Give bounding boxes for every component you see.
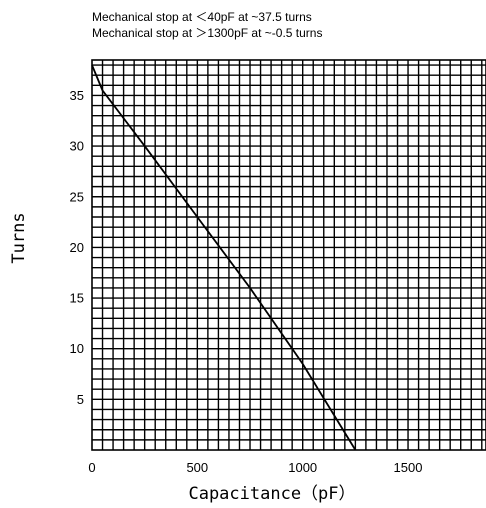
x-tick-label: 0	[88, 460, 95, 475]
x-tick-labels: 0 500 1000 1500	[88, 460, 422, 475]
y-tick-label: 30	[70, 139, 84, 154]
y-tick-label: 35	[70, 88, 84, 103]
y-tick-labels: 5 10 15 20 25 30 35	[70, 88, 84, 407]
plot-grid	[92, 60, 486, 450]
turns-curve	[91, 64, 357, 451]
y-tick-label: 5	[77, 392, 84, 407]
y-tick-label: 15	[70, 291, 84, 306]
x-tick-label: 500	[186, 460, 208, 475]
x-axis-title: Capacitance（pF）	[188, 484, 355, 504]
x-tick-label: 1000	[288, 460, 317, 475]
y-axis-title: Turns	[9, 212, 29, 263]
y-tick-label: 10	[70, 341, 84, 356]
y-tick-label: 20	[70, 240, 84, 255]
x-tick-label: 1500	[394, 460, 423, 475]
annotation-lower-stop: Mechanical stop at ＜40pF at ~37.5 turns	[92, 10, 312, 24]
plot-frame	[91, 59, 486, 451]
annotation-upper-stop: Mechanical stop at ＞1300pF at ~-0.5 turn…	[92, 26, 322, 40]
y-tick-label: 25	[70, 189, 84, 204]
